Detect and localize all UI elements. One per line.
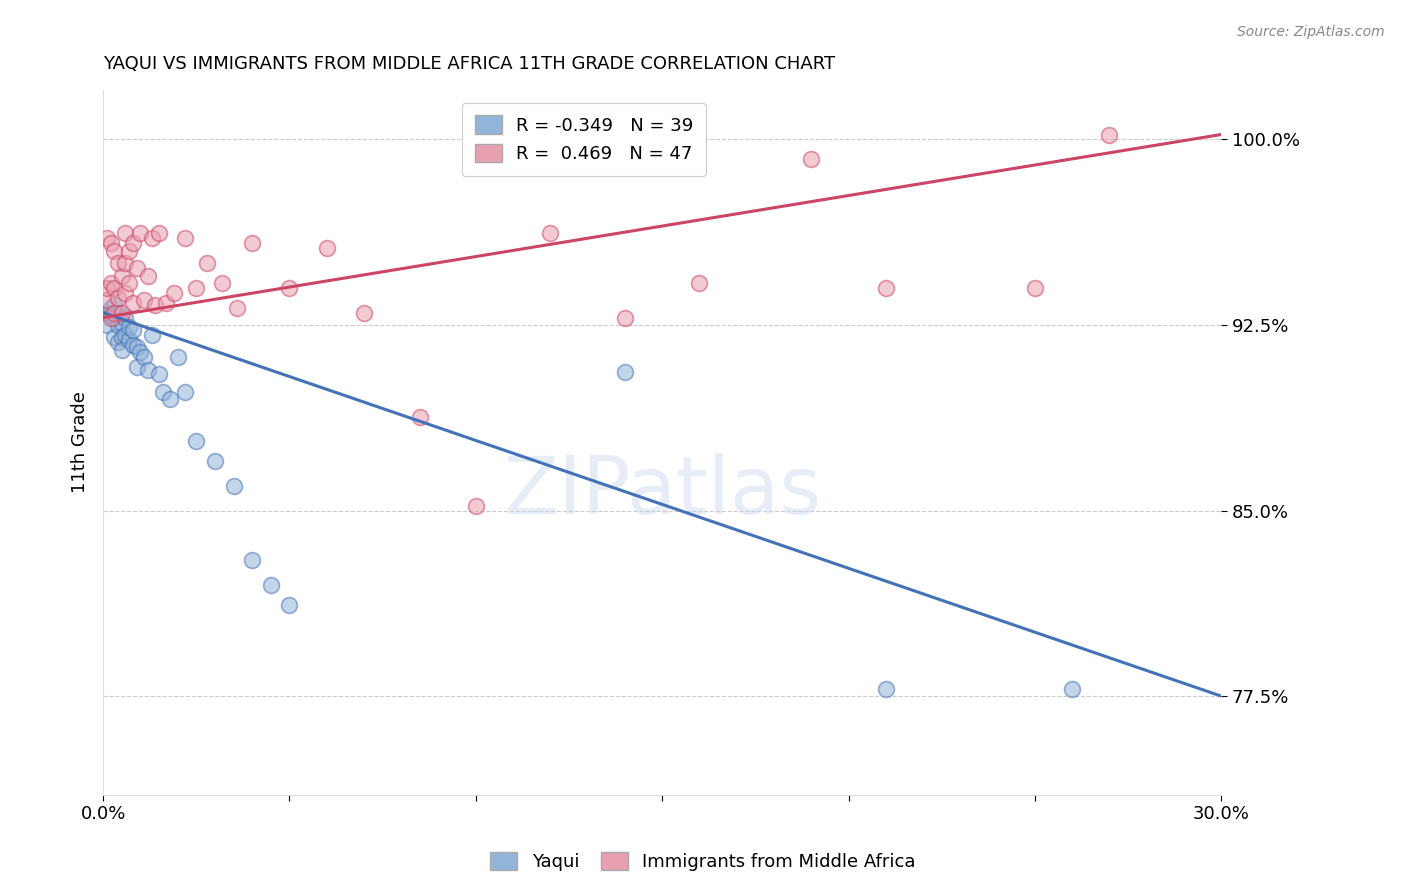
Point	[1062, 681, 1084, 696]
Point	[122, 323, 145, 337]
Point	[107, 291, 129, 305]
Point	[155, 295, 177, 310]
Point	[174, 384, 197, 399]
Legend: Yaqui, Immigrants from Middle Africa: Yaqui, Immigrants from Middle Africa	[482, 845, 924, 879]
Point	[197, 256, 219, 270]
Point	[1024, 281, 1046, 295]
Point	[152, 384, 174, 399]
Point	[111, 305, 134, 319]
Point	[141, 231, 163, 245]
Point	[96, 293, 118, 308]
Point	[100, 301, 122, 315]
Point	[409, 409, 432, 424]
Text: ZIPatlas: ZIPatlas	[503, 453, 821, 531]
Point	[875, 281, 897, 295]
Point	[134, 350, 156, 364]
Point	[111, 343, 134, 357]
Point	[129, 345, 152, 359]
Point	[174, 231, 197, 245]
Point	[353, 305, 375, 319]
Point	[100, 308, 122, 322]
Y-axis label: 11th Grade: 11th Grade	[72, 392, 89, 493]
Point	[1098, 128, 1121, 142]
Point	[315, 241, 337, 255]
Point	[96, 305, 118, 319]
Point	[96, 231, 118, 245]
Point	[166, 350, 188, 364]
Point	[103, 305, 125, 319]
Point	[688, 276, 710, 290]
Point	[114, 310, 136, 325]
Point	[538, 227, 561, 241]
Point	[278, 598, 301, 612]
Point	[100, 236, 122, 251]
Point	[114, 256, 136, 270]
Point	[107, 318, 129, 332]
Legend: R = -0.349   N = 39, R =  0.469   N = 47: R = -0.349 N = 39, R = 0.469 N = 47	[461, 103, 706, 176]
Point	[122, 295, 145, 310]
Point	[240, 236, 263, 251]
Point	[114, 327, 136, 342]
Text: YAQUI VS IMMIGRANTS FROM MIDDLE AFRICA 11TH GRADE CORRELATION CHART: YAQUI VS IMMIGRANTS FROM MIDDLE AFRICA 1…	[103, 55, 835, 73]
Point	[107, 335, 129, 350]
Point	[613, 310, 636, 325]
Point	[464, 499, 486, 513]
Point	[103, 244, 125, 258]
Point	[114, 227, 136, 241]
Point	[163, 285, 186, 300]
Point	[96, 318, 118, 332]
Point	[141, 327, 163, 342]
Point	[103, 298, 125, 312]
Point	[875, 681, 897, 696]
Point	[240, 553, 263, 567]
Point	[148, 368, 170, 382]
Point	[159, 392, 181, 407]
Point	[118, 333, 141, 347]
Point	[122, 236, 145, 251]
Point	[186, 281, 208, 295]
Point	[278, 281, 301, 295]
Point	[111, 268, 134, 283]
Point	[103, 310, 125, 325]
Point	[107, 256, 129, 270]
Point	[118, 276, 141, 290]
Point	[136, 362, 159, 376]
Point	[134, 293, 156, 308]
Point	[103, 330, 125, 344]
Point	[125, 360, 148, 375]
Point	[129, 227, 152, 241]
Point	[211, 276, 233, 290]
Point	[800, 153, 823, 167]
Point	[125, 261, 148, 276]
Point	[143, 298, 166, 312]
Point	[122, 338, 145, 352]
Point	[118, 244, 141, 258]
Point	[613, 365, 636, 379]
Point	[103, 281, 125, 295]
Point	[136, 268, 159, 283]
Point	[96, 281, 118, 295]
Point	[222, 479, 245, 493]
Point	[118, 320, 141, 334]
Point	[111, 316, 134, 330]
Point	[148, 227, 170, 241]
Point	[107, 305, 129, 319]
Point	[100, 276, 122, 290]
Text: Source: ZipAtlas.com: Source: ZipAtlas.com	[1237, 25, 1385, 39]
Point	[204, 454, 226, 468]
Point	[111, 330, 134, 344]
Point	[100, 310, 122, 325]
Point	[114, 285, 136, 300]
Point	[125, 340, 148, 354]
Point	[186, 434, 208, 449]
Point	[226, 301, 249, 315]
Point	[260, 578, 283, 592]
